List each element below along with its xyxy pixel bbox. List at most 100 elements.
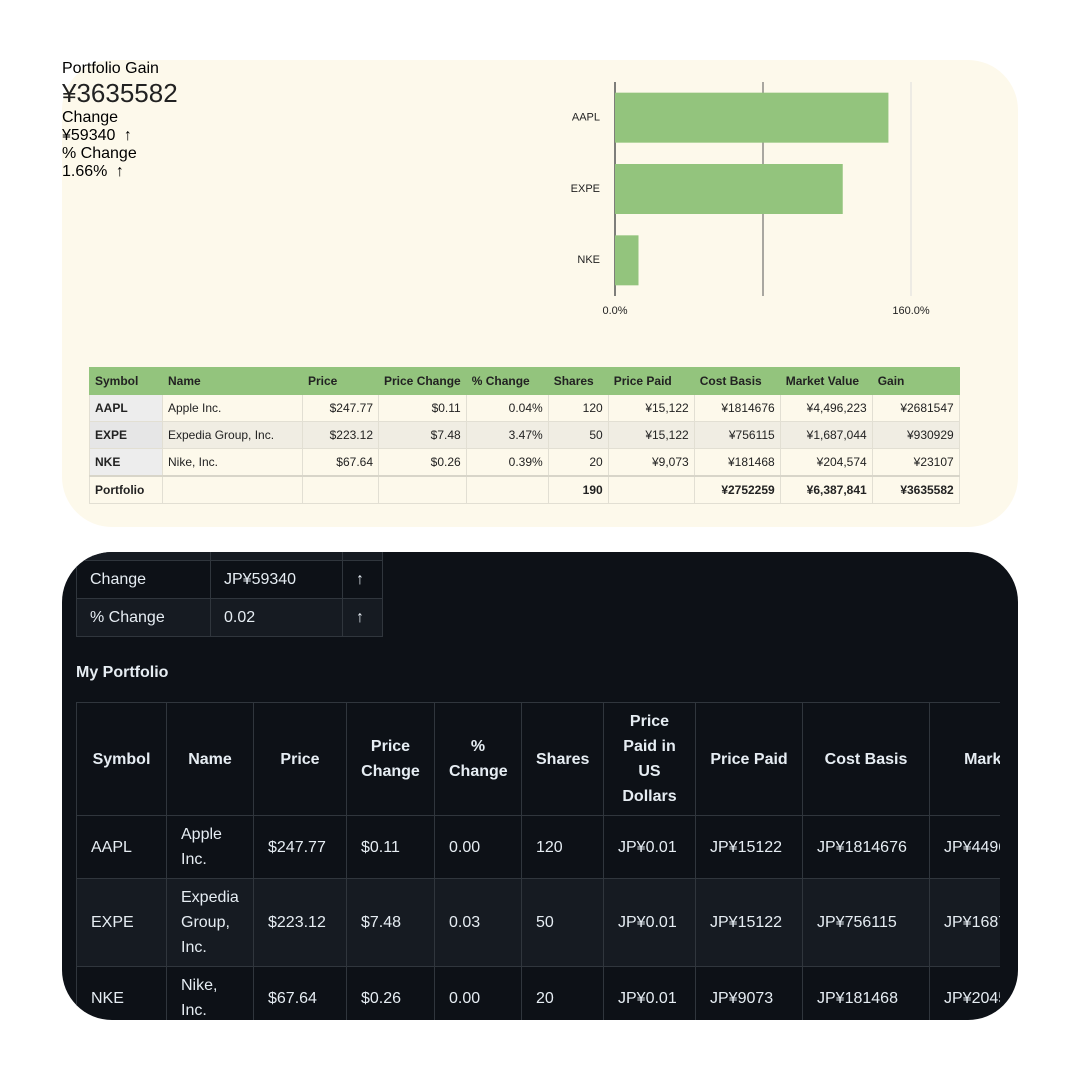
table-cell: $223.12 bbox=[302, 421, 379, 449]
summary-row: % Change 1.66% ↑ bbox=[62, 145, 1018, 181]
column-header: Name bbox=[162, 367, 303, 395]
summary-cell: 0.02 bbox=[210, 598, 343, 637]
column-header: Price Paid bbox=[607, 367, 695, 395]
table-cell: ¥15,122 bbox=[607, 394, 695, 422]
footer-cell: ¥6,387,841 bbox=[779, 475, 873, 504]
x-tick-label: 0.0% bbox=[602, 305, 627, 317]
bar bbox=[615, 235, 639, 286]
column-header: Market Value bbox=[779, 367, 873, 395]
column-header: Name bbox=[166, 702, 254, 816]
bar-chart: 0.0% 160.0% AAPL EXPE NKE bbox=[571, 82, 930, 317]
table-row: EXPE Expedia Group, Inc. $223.12 $7.48 0.03 5… bbox=[76, 878, 1000, 967]
footer-row: Portfolio 190 ¥2752259 ¥6,387,841 ¥3635582 bbox=[89, 475, 960, 504]
table-cell: ¥1814676 bbox=[693, 394, 781, 422]
table-cell: $247.77 bbox=[302, 394, 379, 422]
table-cell: $223.12 bbox=[253, 878, 347, 967]
summary-value-text: ¥3635582 bbox=[62, 78, 178, 108]
column-header: Cost Basis bbox=[693, 367, 781, 395]
table-cell: JP¥9073 bbox=[695, 966, 803, 1020]
table-cell: ¥4,496,223 bbox=[779, 394, 873, 422]
table-cell: JP¥181468 bbox=[802, 966, 930, 1020]
footer-cell: 190 bbox=[547, 475, 609, 504]
summary-row: % Change 0.02 ↑ bbox=[76, 598, 383, 637]
column-header: Market Value bbox=[929, 702, 1000, 816]
summary-label: Change bbox=[62, 109, 119, 126]
column-header: Price Paid bbox=[695, 702, 803, 816]
column-header: Gain bbox=[871, 367, 960, 395]
table-cell: JP¥0.01 bbox=[603, 966, 696, 1020]
table-cell: Expedia Group, Inc. bbox=[166, 878, 254, 967]
table-cell: EXPE bbox=[76, 878, 167, 967]
footer-cell bbox=[607, 475, 695, 504]
x-tick-label: 160.0% bbox=[892, 305, 930, 317]
table-cell: 3.47% bbox=[465, 421, 549, 449]
footer-cell: ¥3635582 bbox=[871, 475, 960, 504]
header-row: Symbol Name Price Price Change% Change Share… bbox=[89, 367, 960, 395]
y-tick-label: NKE bbox=[577, 254, 600, 266]
column-header: Symbol bbox=[76, 702, 167, 816]
dark-portfolio-table: Symbol Name Price Price Change% Change Share… bbox=[76, 702, 1000, 1020]
table-cell: $67.64 bbox=[302, 448, 379, 477]
summary-label: % Change bbox=[62, 145, 137, 162]
table-cell: 50 bbox=[547, 421, 609, 449]
table-cell: JP¥756115 bbox=[802, 878, 930, 967]
summary-row: Change ¥59340 ↑ bbox=[62, 109, 1018, 145]
table-cell: 120 bbox=[521, 815, 604, 879]
table-cell: Apple Inc. bbox=[166, 815, 254, 879]
table-cell: $0.26 bbox=[378, 448, 467, 477]
summary-row: Portfolio GainJP¥3635582 bbox=[76, 552, 383, 561]
column-header: Shares bbox=[547, 367, 609, 395]
portfolio-table: Symbol Name Price Price Change% Change Share… bbox=[89, 367, 960, 504]
summary-cell: % Change bbox=[76, 598, 211, 637]
table-cell: 0.04% bbox=[465, 394, 549, 422]
table-row: EXPE Expedia Group, Inc. $223.12 $7.48 3.47%… bbox=[89, 421, 960, 449]
table-cell: EXPE bbox=[89, 421, 163, 449]
footer-cell bbox=[162, 475, 303, 504]
table-cell: 20 bbox=[521, 966, 604, 1020]
table-cell: ¥756115 bbox=[693, 421, 781, 449]
column-header: Price Change bbox=[346, 702, 435, 816]
summary-cell: ↑ bbox=[342, 560, 383, 599]
summary-cell: Portfolio Gain bbox=[76, 552, 211, 561]
bar bbox=[615, 164, 843, 214]
summary-cell: ↑ bbox=[342, 598, 383, 637]
column-header: Price bbox=[302, 367, 379, 395]
column-header: Price bbox=[253, 702, 347, 816]
table-row: NKE Nike, Inc. $67.64 $0.26 0.00 20 JP¥0.01 JP¥… bbox=[76, 966, 1000, 1020]
dark-summary-table: Portfolio GainJP¥3635582ChangeJP¥59340↑%… bbox=[76, 552, 383, 637]
summary-value: ¥3635582 bbox=[62, 78, 1018, 109]
table-cell: JP¥15122 bbox=[695, 878, 803, 967]
table-cell: JP¥1687044 bbox=[929, 878, 1000, 967]
summary-label: Portfolio Gain bbox=[62, 60, 159, 77]
table-cell: JP¥0.01 bbox=[603, 815, 696, 879]
table-cell: ¥2681547 bbox=[871, 394, 960, 422]
table-cell: $0.11 bbox=[346, 815, 435, 879]
dark-panel: Portfolio GainJP¥3635582ChangeJP¥59340↑%… bbox=[62, 552, 1018, 1020]
table-cell: JP¥204574 bbox=[929, 966, 1000, 1020]
table-cell: 50 bbox=[521, 878, 604, 967]
table-cell: ¥930929 bbox=[871, 421, 960, 449]
table-cell: $0.26 bbox=[346, 966, 435, 1020]
table-cell: ¥181468 bbox=[693, 448, 781, 477]
summary-value-text: ¥59340 bbox=[62, 127, 116, 144]
column-header: % Change bbox=[434, 702, 522, 816]
table-cell: $0.11 bbox=[378, 394, 467, 422]
table-scroll: Symbol Name Price Price Change% Change Share… bbox=[76, 702, 1000, 1020]
table-cell: ¥15,122 bbox=[607, 421, 695, 449]
column-header: Price Paid in US Dollars bbox=[603, 702, 696, 816]
table-cell: $67.64 bbox=[253, 966, 347, 1020]
table-cell: Nike, Inc. bbox=[162, 448, 303, 477]
header-row: Symbol Name Price Price Change% Change Share… bbox=[76, 702, 1000, 816]
footer-cell bbox=[378, 475, 467, 504]
summary-cell: Change bbox=[76, 560, 211, 599]
table-row: AAPL Apple Inc. $247.77 $0.11 0.00 120 JP¥0.01… bbox=[76, 815, 1000, 879]
footer-cell: ¥2752259 bbox=[693, 475, 781, 504]
trend-arrow: ↑ bbox=[115, 163, 124, 180]
table-cell: NKE bbox=[76, 966, 167, 1020]
summary-cell: JP¥59340 bbox=[210, 560, 343, 599]
table-cell: AAPL bbox=[76, 815, 167, 879]
table-cell: JP¥1814676 bbox=[802, 815, 930, 879]
table-cell: Apple Inc. bbox=[162, 394, 303, 422]
y-tick-label: EXPE bbox=[571, 183, 600, 195]
